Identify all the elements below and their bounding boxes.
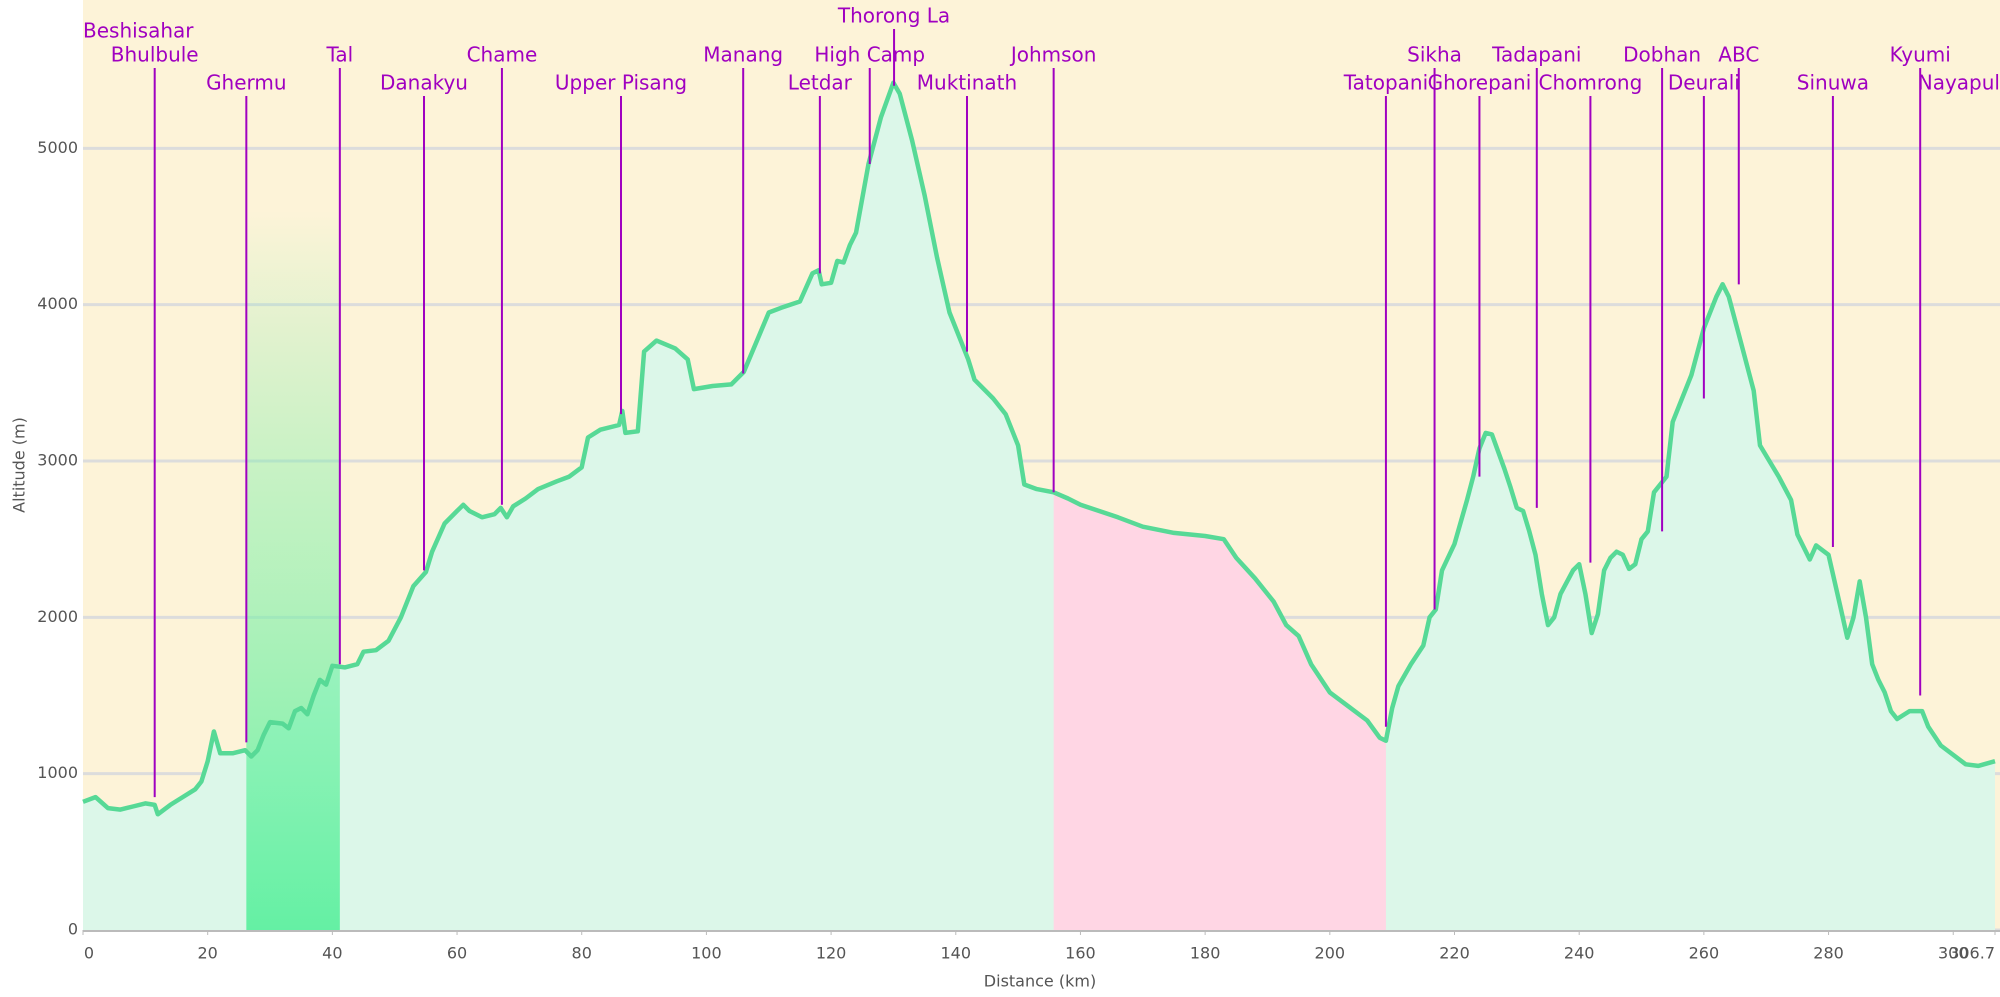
x-tick-label: 120 bbox=[816, 944, 847, 963]
y-tick-label: 6000 bbox=[37, 0, 78, 1]
waypoint-label: Sinuwa bbox=[1797, 71, 1869, 95]
x-tick-label: 100 bbox=[691, 944, 722, 963]
waypoint-label: Tadapani bbox=[1491, 43, 1581, 67]
waypoint-label: Johmson bbox=[1009, 43, 1097, 67]
y-tick-label: 0 bbox=[68, 920, 78, 939]
waypoint-label: Tal bbox=[325, 43, 353, 67]
waypoint-label: Deurali bbox=[1668, 71, 1740, 95]
x-tick-label: 280 bbox=[1813, 944, 1844, 963]
waypoint-label: Danakyu bbox=[380, 71, 468, 95]
x-tick-label: 240 bbox=[1564, 944, 1595, 963]
y-tick-label: 4000 bbox=[37, 294, 78, 313]
waypoint-label: Tatopani bbox=[1343, 71, 1428, 95]
waypoint-label: Chomrong bbox=[1539, 71, 1643, 95]
x-tick-label: 306.7 bbox=[1949, 944, 1995, 963]
profile-line bbox=[82, 80, 1996, 817]
waypoint-label: Chame bbox=[467, 43, 538, 67]
waypoint-label: High Camp bbox=[814, 43, 925, 67]
x-tick-label: 0 bbox=[84, 944, 94, 963]
waypoint-label: Ghermu bbox=[206, 71, 287, 95]
waypoint-label: Ghorepani bbox=[1428, 71, 1532, 95]
x-tick-label: 220 bbox=[1439, 944, 1470, 963]
y-axis-title: Altitude (m) bbox=[10, 417, 29, 513]
waypoint-label: Muktinath bbox=[917, 71, 1017, 95]
waypoint-label: ABC bbox=[1718, 43, 1759, 67]
x-tick-label: 40 bbox=[322, 944, 342, 963]
waypoint-label: Kyumi bbox=[1890, 43, 1951, 67]
waypoint-label: Dobhan bbox=[1623, 43, 1701, 67]
y-tick-label: 5000 bbox=[37, 138, 78, 157]
waypoint-label: Bhulbule bbox=[111, 43, 199, 67]
x-axis-title: Distance (km) bbox=[984, 972, 1096, 991]
y-tick-label: 3000 bbox=[37, 451, 78, 470]
x-tick-label: 300 bbox=[1938, 944, 1969, 963]
x-tick-label: 20 bbox=[198, 944, 218, 963]
waypoint-label: Nayapul bbox=[1918, 71, 2000, 95]
waypoint-label: Manang bbox=[703, 43, 783, 67]
x-tick-label: 80 bbox=[572, 944, 592, 963]
waypoint-label: Beshisahar bbox=[83, 19, 194, 43]
waypoint-label: Sikha bbox=[1407, 43, 1462, 67]
highlight-band bbox=[246, 210, 340, 930]
profile-area bbox=[83, 82, 1995, 930]
waypoint-label: Upper Pisang bbox=[555, 71, 687, 95]
x-tick-label: 200 bbox=[1315, 944, 1346, 963]
x-tick-label: 180 bbox=[1190, 944, 1221, 963]
x-tick-label: 140 bbox=[941, 944, 972, 963]
x-tick-label: 160 bbox=[1065, 944, 1096, 963]
y-tick-label: 2000 bbox=[37, 607, 78, 626]
waypoint-label: Letdar bbox=[788, 71, 853, 95]
x-tick-label: 60 bbox=[447, 944, 467, 963]
x-tick-label: 260 bbox=[1689, 944, 1720, 963]
y-tick-label: 1000 bbox=[37, 763, 78, 782]
waypoint-label: Thorong La bbox=[837, 4, 950, 28]
